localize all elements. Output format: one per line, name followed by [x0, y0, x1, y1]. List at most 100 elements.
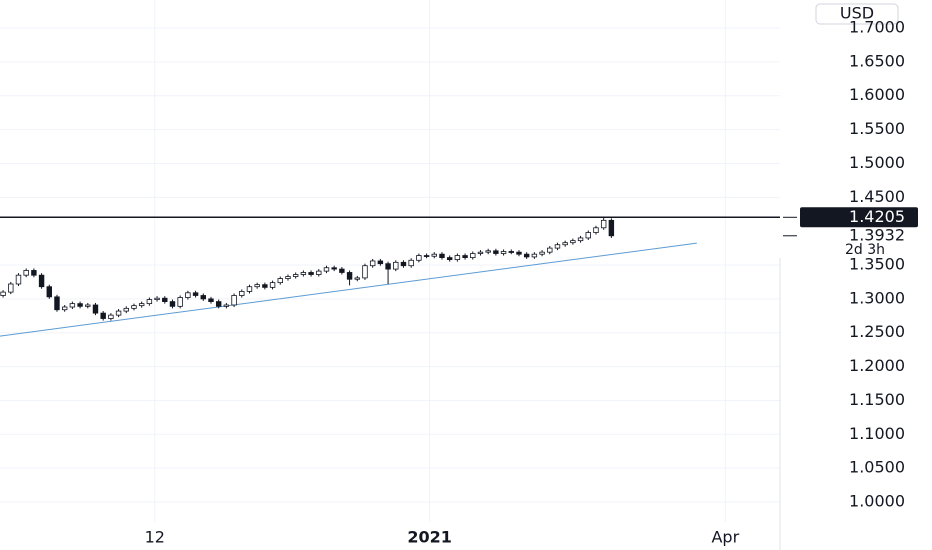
candle-body: [477, 251, 484, 254]
candle-body: [269, 282, 276, 288]
candle-body: [369, 260, 376, 267]
candle-body: [439, 253, 445, 258]
y-tick-label: 1.1000: [849, 424, 905, 443]
candle-body: [539, 251, 545, 255]
candle-body: [300, 272, 307, 275]
currency-label[interactable]: USD: [840, 4, 874, 23]
candle-body: [600, 219, 607, 229]
y-tick-label: 1.0000: [849, 492, 905, 511]
candle-body: [208, 298, 214, 302]
candle-body: [585, 232, 591, 239]
hline-label-box: [800, 207, 918, 228]
candle-body: [577, 237, 584, 242]
trendline: [0, 242, 697, 337]
candle-body: [408, 259, 414, 267]
candle-body: [316, 270, 322, 275]
y-tick-label: 1.3000: [849, 288, 905, 307]
candle-body: [0, 291, 6, 296]
candle-body: [346, 272, 353, 280]
y-tick-label: 1.5500: [849, 119, 905, 138]
candle-body: [393, 261, 399, 270]
y-tick-label: 1.5000: [849, 153, 905, 172]
candle-body: [431, 253, 437, 257]
candle-body: [462, 255, 468, 258]
y-tick-label: 1.3500: [849, 255, 905, 274]
candle-body: [547, 247, 553, 253]
candle-body: [239, 291, 245, 296]
candle-body: [85, 304, 91, 307]
candle-body: [570, 240, 576, 244]
y-tick-label: 1.6500: [849, 51, 905, 70]
candle-body: [593, 227, 599, 233]
currency-box[interactable]: [815, 3, 899, 25]
candle-body: [285, 276, 291, 279]
candle-body: [146, 299, 153, 305]
candle-body: [554, 244, 561, 249]
candle-body: [354, 277, 360, 280]
candle-body: [254, 284, 260, 288]
hline-label: 1.4205: [849, 207, 905, 226]
y-tick-label: 1.7000: [849, 18, 905, 37]
candle-body: [362, 265, 368, 279]
candle-body: [308, 272, 314, 275]
candle-body: [200, 295, 206, 300]
candle-body: [138, 303, 145, 307]
x-tick-label: Apr: [711, 528, 739, 547]
x-tick-label: 2021: [407, 528, 452, 547]
candle-body: [485, 250, 491, 253]
candle-body: [77, 303, 83, 307]
candle-body: [31, 270, 37, 276]
candle-body: [262, 284, 268, 288]
candle-body: [231, 295, 237, 306]
candle-body: [38, 274, 45, 288]
candle-body: [446, 257, 453, 261]
candle-body: [192, 292, 199, 296]
candle-body: [416, 255, 422, 261]
candle-body: [493, 250, 499, 254]
candle-body: [323, 267, 330, 272]
candle-body: [292, 274, 299, 277]
candle-body: [23, 270, 29, 276]
candle-body: [377, 260, 384, 265]
candle-body: [400, 261, 407, 267]
candle-body: [470, 253, 476, 258]
candle-body: [339, 268, 345, 273]
candle-body: [608, 219, 615, 237]
candle-body: [123, 307, 129, 312]
y-tick-label: 1.2500: [849, 322, 905, 341]
candle-body: [115, 310, 122, 316]
candle-body: [162, 297, 168, 302]
candle-body: [562, 242, 568, 246]
x-tick-label: 12: [145, 528, 165, 547]
candle-body: [69, 303, 76, 308]
y-tick-label: 1.0500: [849, 458, 905, 477]
candle-body: [331, 267, 337, 270]
y-tick-label: 1.6000: [849, 85, 905, 104]
candle-body: [277, 278, 283, 284]
candle-body: [108, 314, 114, 319]
candle-body: [131, 305, 137, 309]
candle-body: [523, 253, 530, 258]
candle-body: [8, 283, 14, 293]
y-tick-label: 1.4500: [849, 187, 905, 206]
countdown-label: 2d 3h: [845, 242, 885, 258]
candle-body: [46, 286, 52, 298]
candle-body: [54, 296, 60, 311]
candle-body: [61, 306, 68, 311]
candle-body: [15, 274, 22, 285]
y-tick-label: 1.2000: [849, 356, 905, 375]
candle-body: [454, 255, 461, 261]
candle-body: [185, 292, 191, 298]
candle-body: [385, 263, 391, 270]
candle-body: [177, 297, 183, 307]
candle-body: [154, 297, 160, 300]
candle-body: [516, 251, 522, 255]
candle-body: [508, 251, 514, 253]
candle-body: [500, 251, 507, 254]
last-price-label: 1.3932: [849, 225, 905, 244]
candle-body: [100, 312, 106, 319]
candle-body: [246, 286, 253, 292]
candle-body: [223, 304, 230, 307]
